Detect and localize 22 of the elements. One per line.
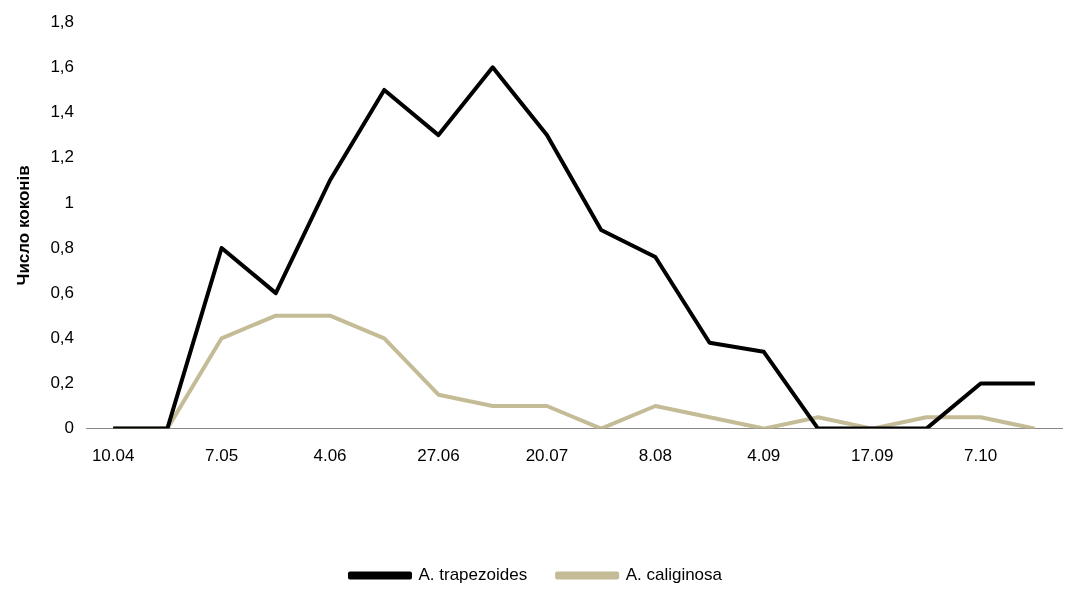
x-tick-label: 7.10 bbox=[964, 446, 998, 466]
y-tick-label: 1,8 bbox=[50, 11, 75, 31]
y-tick-label: 1,4 bbox=[50, 102, 75, 122]
y-axis-title: Число коконів bbox=[13, 165, 33, 286]
x-tick-label: 7.05 bbox=[205, 446, 239, 466]
x-tick-label: 4.09 bbox=[747, 446, 781, 466]
x-tick-label: 10.04 bbox=[91, 446, 135, 466]
x-tick-label: 27.06 bbox=[417, 446, 460, 466]
y-tick-label: 1,2 bbox=[50, 147, 75, 167]
y-tick-label: 0,4 bbox=[50, 327, 75, 347]
legend-label: A. caliginosa bbox=[625, 565, 723, 585]
y-tick-label: 0 bbox=[64, 418, 75, 438]
y-tick-label: 0,6 bbox=[50, 282, 75, 302]
y-tick-label: 0,2 bbox=[50, 373, 75, 393]
x-tick-label: 20.07 bbox=[525, 446, 569, 466]
x-tick-label: 17.09 bbox=[850, 446, 894, 466]
legend-label: A. trapezoides bbox=[418, 565, 528, 585]
x-tick-label: 8.08 bbox=[638, 446, 672, 466]
y-tick-label: 1 bbox=[64, 192, 75, 212]
y-tick-label: 1,6 bbox=[50, 57, 75, 77]
y-tick-label: 0,8 bbox=[50, 237, 75, 257]
x-tick-label: 4.06 bbox=[313, 446, 347, 466]
